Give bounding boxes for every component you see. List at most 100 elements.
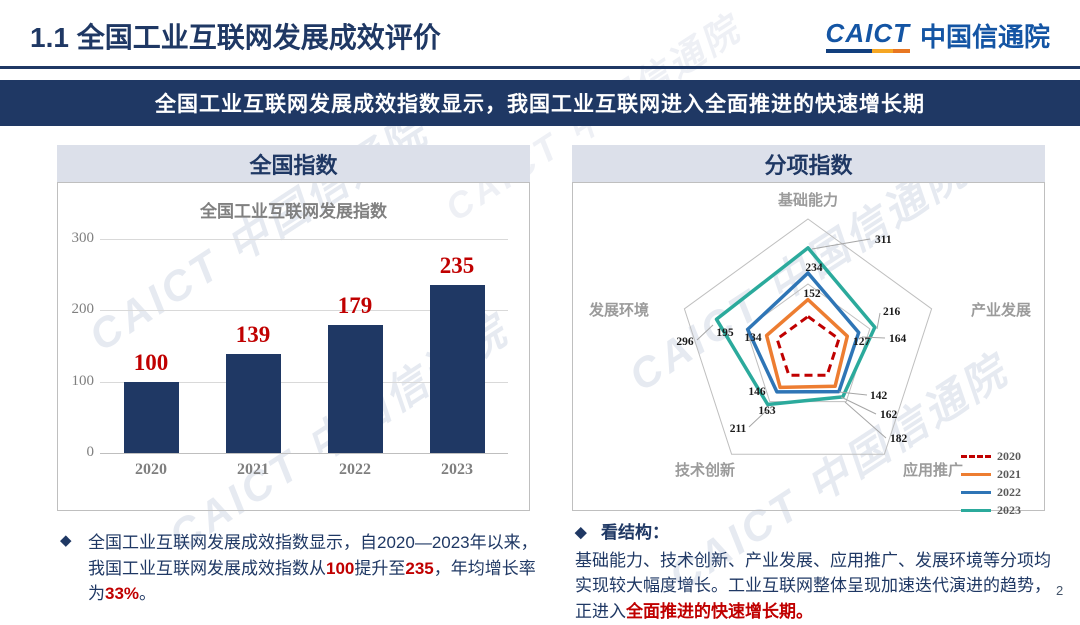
- legend-label: 2023: [997, 502, 1021, 517]
- plain-text: ，年均增长率为: [88, 558, 536, 604]
- legend-item-2020: 2020: [961, 447, 1051, 465]
- bar-2020: [123, 381, 179, 453]
- radar-value-label: 182: [890, 433, 908, 445]
- bar-chart-panel-body: 全国工业互联网发展指数 0 100 200 300 100 2020 139 2021 179 2…: [57, 182, 530, 511]
- caict-logo-chinese: 中国信通院: [919, 21, 1050, 52]
- bar-2022: [327, 325, 383, 453]
- radar-legend: 2020 2021 2022 2023: [961, 447, 1051, 519]
- radar-grid-ring-400: [683, 218, 933, 455]
- caict-logo-underline: [825, 49, 910, 53]
- radar-axis-label: 技术创新: [675, 461, 735, 479]
- y-tick-label: 0: [86, 444, 95, 460]
- headline-banner: 全国工业互联网发展成效指数显示，我国工业互联网进入全面推进的快速增长期: [0, 80, 1080, 126]
- radar-value-label: 311: [875, 234, 892, 246]
- y-tick-label: 200: [71, 301, 95, 318]
- left-note-text: 全国工业互联网发展成效指数显示，自2020—2023年以来，我国工业互联网发展成…: [88, 530, 538, 607]
- legend-item-2021: 2021: [961, 465, 1051, 483]
- gridline-200: [100, 310, 508, 312]
- x-tick-label: 2022: [339, 461, 371, 478]
- radar-label-leader-line: [811, 238, 871, 250]
- radar-value-label: 296: [676, 336, 694, 348]
- radar-value-label: 146: [748, 386, 766, 398]
- radar-label-leader-line: [840, 396, 877, 415]
- radar-label-leader-line: [696, 324, 714, 341]
- bar-chart-plot: 0 100 200 300 100 2020 139 2021 179 2022 235 2023: [72, 230, 508, 478]
- bar-chart-title: 全国工业互联网发展指数: [200, 202, 387, 221]
- sub-index-panel-header: 分项指数: [572, 145, 1045, 182]
- x-tick-label: 2023: [441, 461, 473, 478]
- emphasis-text: 235: [405, 558, 434, 578]
- plain-text: 基础能力、技术创新、产业发展、应用推广、发展环境等分项均实现较大幅度增长。工业互…: [575, 550, 1051, 621]
- x-tick-label: 2021: [237, 461, 269, 478]
- radar-label-leader-line: [748, 410, 767, 428]
- sub-index-panel: 分项指数 基础能力产业发展应用推广 技术创新 发展环境 152 127 142 146 134…: [572, 145, 1045, 517]
- legend-label: 2021: [997, 466, 1021, 481]
- radar-label-leader-line: [844, 401, 887, 439]
- legend-label: 2022: [997, 484, 1021, 499]
- title-divider: [0, 66, 1080, 69]
- radar-value-label: 164: [889, 333, 907, 345]
- radar-axis-label: 产业发展: [971, 301, 1031, 319]
- right-note-heading-text: 看结构：: [601, 523, 669, 542]
- gridline-0: [100, 453, 508, 454]
- plain-text: 。: [139, 584, 157, 603]
- legend-label: 2020: [997, 448, 1021, 463]
- y-tick-label: 100: [71, 372, 95, 389]
- legend-item-2023: 2023: [961, 501, 1051, 519]
- radar-series-2022: [745, 271, 861, 394]
- x-tick-label: 2020: [135, 461, 167, 478]
- plain-text: 全国工业互联网发展成效指数显示，自2020—2023年以来，我国工业互联网发展成…: [88, 533, 538, 578]
- diamond-bullet-icon: ◆: [575, 524, 587, 541]
- caict-logo: CAICT 中国信通院: [825, 18, 1050, 53]
- page-number: 2: [1056, 583, 1064, 598]
- radar-chart-panel-body: 基础能力产业发展应用推广 技术创新 发展环境 152 127 142 146 134 234 16…: [572, 182, 1045, 517]
- radar-value-label: 211: [730, 423, 747, 435]
- radar-value-label: 134: [744, 332, 762, 344]
- caict-logo-text: CAICT: [825, 18, 910, 48]
- radar-value-label: 152: [803, 288, 821, 300]
- legend-item-2022: 2022: [961, 483, 1051, 501]
- legend-swatch: [961, 454, 991, 458]
- gridline-100: [100, 381, 508, 383]
- national-index-panel-header: 全国指数: [57, 145, 530, 182]
- radar-value-label: 216: [883, 306, 901, 318]
- radar-axis-label: 基础能力: [777, 191, 838, 209]
- legend-swatch: [961, 490, 991, 494]
- bar-2021: [225, 353, 281, 453]
- left-note: ◆ 全国工业互联网发展成效指数显示，自2020—2023年以来，我国工业互联网发…: [60, 528, 538, 607]
- bar-2023: [429, 285, 485, 453]
- plain-text: 提升至: [354, 558, 406, 578]
- radar-label-leader-line: [838, 391, 868, 396]
- legend-swatch: [961, 508, 991, 512]
- radar-axis-label: 应用推广: [903, 461, 963, 479]
- radar-series-2021: [764, 297, 850, 390]
- gridline-300: [100, 239, 508, 240]
- radar-value-label: 127: [853, 336, 871, 348]
- radar-label-leader-line: [861, 336, 886, 339]
- right-note-text: 基础能力、技术创新、产业发展、应用推广、发展环境等分项均实现较大幅度增长。工业互…: [575, 548, 1067, 625]
- bar-value-label: 100: [133, 349, 169, 375]
- emphasis-text: 全面推进的快速增长期。: [626, 601, 813, 621]
- legend-swatch: [961, 472, 991, 476]
- radar-value-label: 162: [880, 409, 898, 421]
- bar-value-label: 235: [439, 253, 475, 279]
- radar-value-label: 195: [716, 327, 734, 339]
- national-index-panel: 全国指数 全国工业互联网发展指数 0 100 200 300 100 2020 139 202…: [57, 145, 530, 511]
- caict-logo-mark: CAICT: [825, 18, 910, 53]
- y-tick-label: 300: [71, 230, 95, 246]
- radar-series-2020: [775, 315, 841, 377]
- emphasis-text: 100: [326, 558, 355, 578]
- diamond-bullet-icon: ◆: [60, 532, 72, 549]
- page-title: 1.1 全国工业互联网发展成效评价: [30, 22, 441, 53]
- radar-value-label: 234: [805, 262, 823, 274]
- radar-label-leader-line: [876, 312, 881, 330]
- bar-value-label: 179: [337, 293, 373, 319]
- emphasis-text: 33%: [105, 584, 140, 603]
- bar-value-label: 139: [235, 321, 271, 347]
- radar-value-label: 142: [870, 390, 888, 402]
- radar-axis-label: 发展环境: [588, 301, 649, 319]
- right-note-heading: ◆ 看结构：: [575, 520, 1067, 546]
- right-note: ◆ 看结构： 基础能力、技术创新、产业发展、应用推广、发展环境等分项均实现较大幅…: [575, 520, 1067, 624]
